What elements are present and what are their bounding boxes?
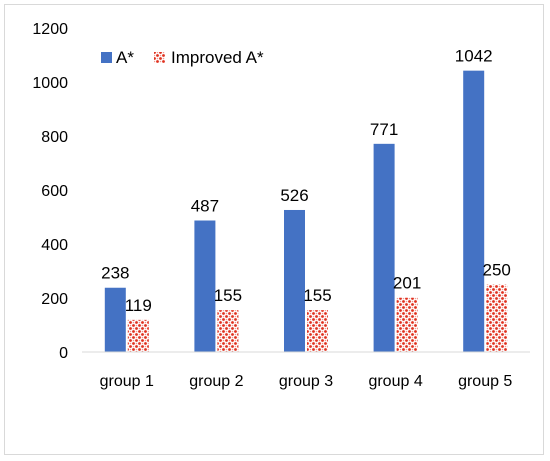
- data-label-improved-a-star: 155: [303, 286, 331, 305]
- legend-label-a-star: A*: [116, 48, 134, 67]
- legend-swatch-improved-a-star: [154, 52, 165, 63]
- x-category-label: group 4: [368, 373, 422, 390]
- x-axis-category-labels: group 1 group 2 group 3 group 4 group 5: [100, 373, 513, 390]
- data-label-a-star: 771: [370, 120, 398, 139]
- y-tick-label: 800: [41, 129, 68, 146]
- data-label-a-star: 238: [101, 264, 129, 283]
- y-tick-label: 1000: [32, 75, 68, 92]
- x-category-label: group 1: [100, 373, 154, 390]
- data-label-improved-a-star: 250: [483, 261, 511, 280]
- y-tick-label: 0: [59, 345, 68, 362]
- legend: A* Improved A*: [101, 48, 264, 67]
- data-label-improved-a-star: 119: [125, 296, 152, 315]
- data-labels-layer: 238 119 487 155 526 155 771 201 1042 250: [101, 47, 511, 315]
- y-axis-tick-labels: 0 200 400 600 800 1000 1200: [32, 21, 68, 362]
- bar-improved-a-star: [217, 310, 239, 352]
- y-tick-label: 200: [41, 291, 68, 308]
- y-tick-label: 1200: [32, 21, 68, 38]
- bar-a-star: [373, 143, 395, 352]
- bar-improved-a-star: [486, 284, 508, 352]
- bar-a-star: [104, 287, 126, 352]
- bar-improved-a-star: [396, 297, 418, 352]
- legend-swatch-a-star: [101, 52, 112, 63]
- bar-a-star: [284, 209, 305, 352]
- bar-improved-a-star: [127, 319, 149, 352]
- data-label-a-star: 487: [191, 197, 219, 216]
- data-label-improved-a-star: 201: [393, 274, 421, 293]
- data-label-a-star: 526: [280, 186, 308, 205]
- y-tick-label: 600: [41, 183, 68, 200]
- x-category-label: group 5: [458, 373, 512, 390]
- data-label-improved-a-star: 155: [214, 286, 242, 305]
- legend-label-improved-a-star: Improved A*: [171, 48, 264, 67]
- bar-a-star: [194, 220, 216, 352]
- bar-improved-a-star: [307, 310, 328, 352]
- chart-frame: [4, 4, 544, 455]
- y-tick-label: 400: [41, 237, 68, 254]
- bars-layer: [104, 70, 508, 352]
- data-label-a-star: 1042: [455, 47, 493, 66]
- x-category-label: group 2: [189, 373, 243, 390]
- bar-a-star: [463, 70, 485, 352]
- x-category-label: group 3: [279, 373, 333, 390]
